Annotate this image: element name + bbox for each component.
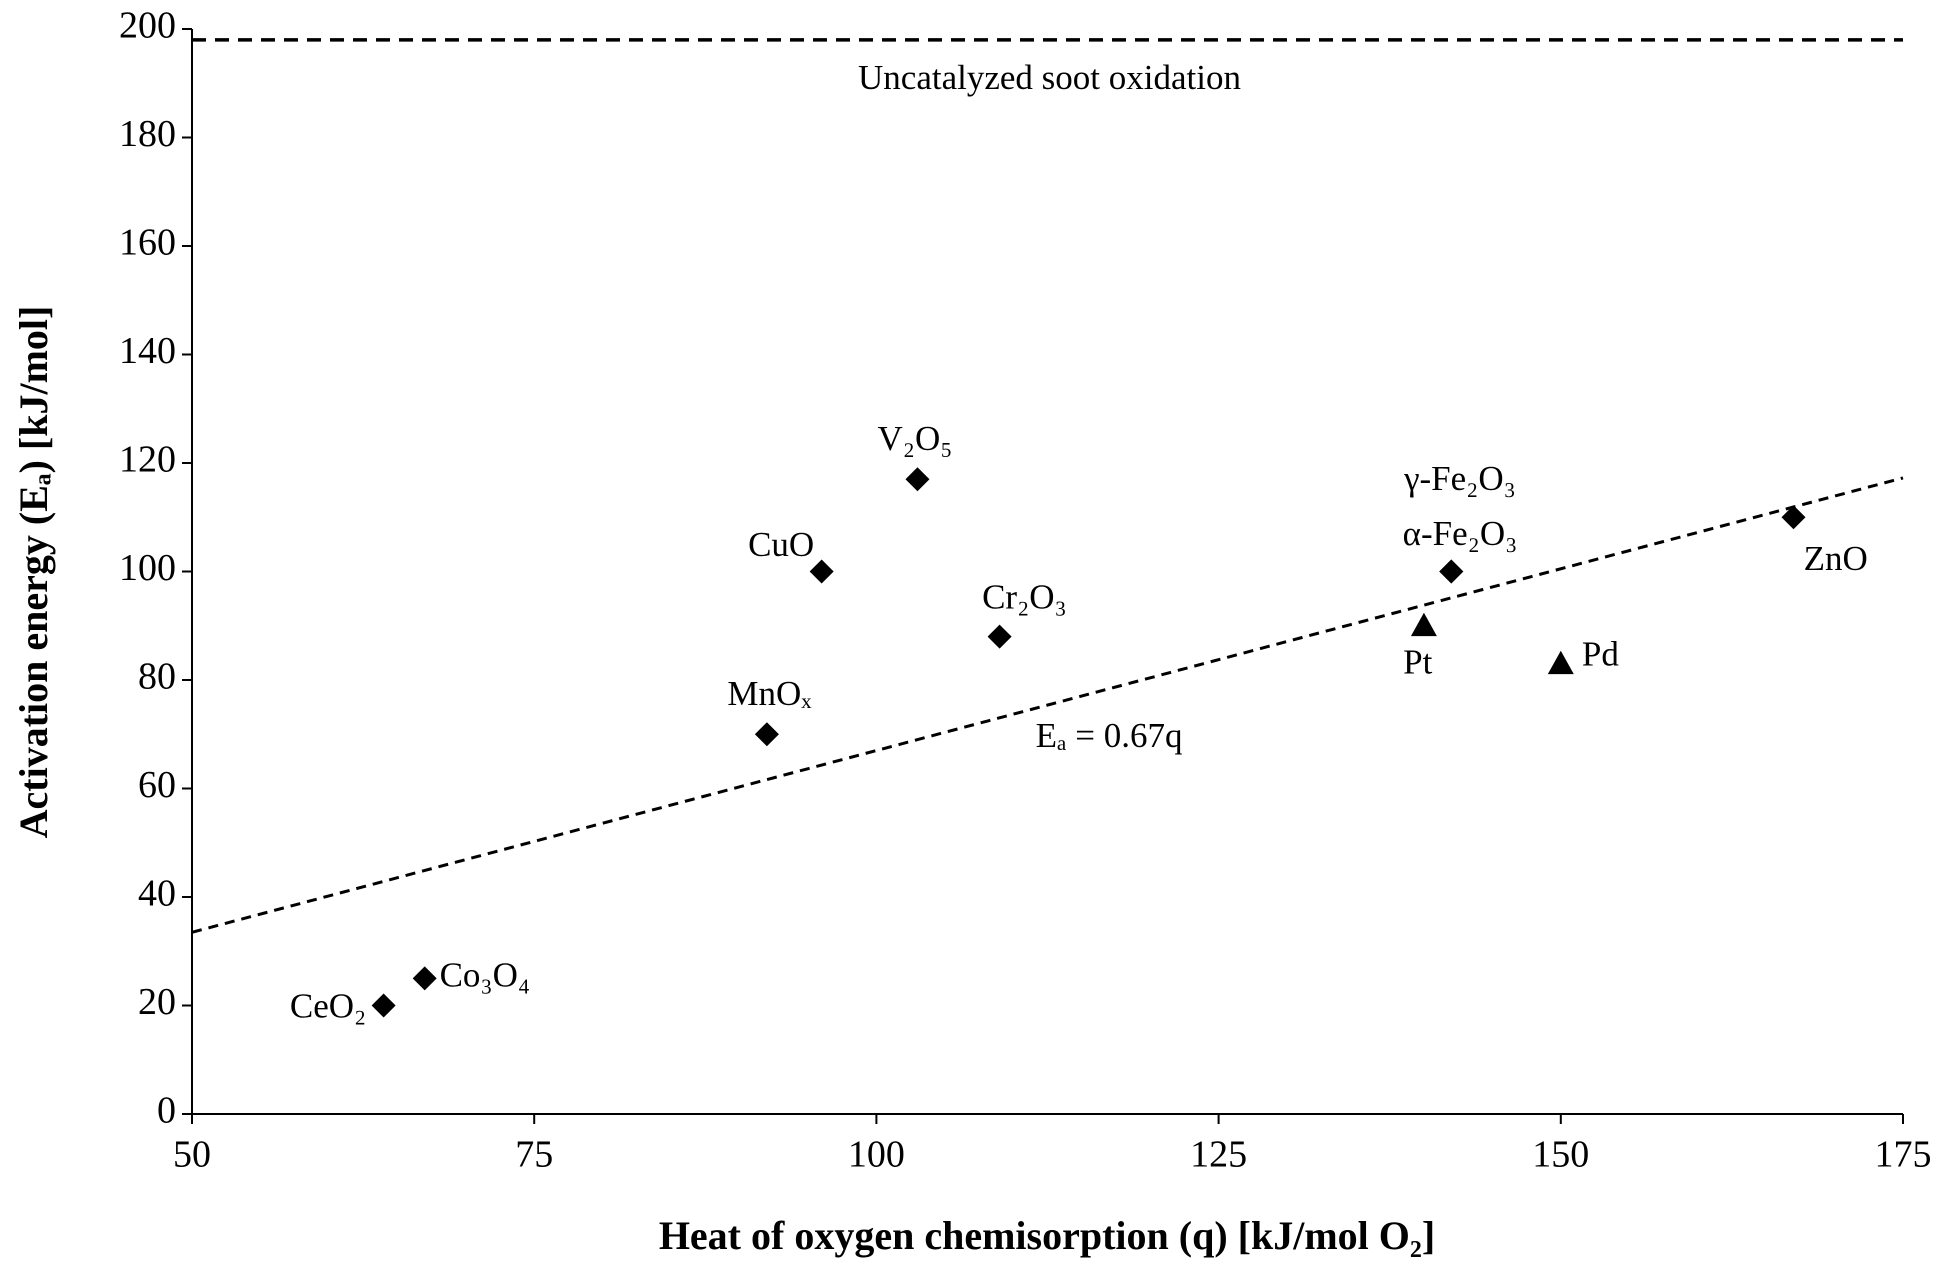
trend-label: Eₐ = 0.67q xyxy=(1036,716,1183,755)
point-label: MnOₓ xyxy=(727,674,812,713)
reference-label: Uncatalyzed soot oxidation xyxy=(858,58,1241,97)
x-tick-label: 175 xyxy=(1875,1134,1932,1176)
y-tick-label: 20 xyxy=(138,981,176,1023)
point-label: Cr₂O₃ xyxy=(982,578,1067,617)
y-tick-label: 200 xyxy=(119,5,176,47)
point-label: Pt xyxy=(1403,642,1432,681)
y-tick-label: 0 xyxy=(157,1090,176,1132)
y-tick-label: 160 xyxy=(119,222,176,264)
point-label: V₂O₅ xyxy=(877,419,952,458)
x-tick-label: 50 xyxy=(173,1134,211,1176)
point-label: Pd xyxy=(1582,635,1619,674)
point-label: CeO₂ xyxy=(290,986,366,1025)
point-label: ZnO xyxy=(1804,539,1868,578)
x-tick-label: 75 xyxy=(515,1134,553,1176)
point xyxy=(1410,612,1437,637)
point xyxy=(754,722,779,747)
x-axis-title: Heat of oxygen chemisorption (q) [kJ/mol… xyxy=(659,1213,1435,1258)
point xyxy=(1781,505,1806,530)
y-tick-label: 140 xyxy=(119,330,176,372)
y-tick-label: 60 xyxy=(138,764,176,806)
point-label: γ-Fe₂O₃ xyxy=(1403,459,1516,498)
y-tick-label: 40 xyxy=(138,873,176,915)
y-tick-label: 180 xyxy=(119,113,176,155)
y-axis-title: Activation energy (Eₐ) [kJ/mol] xyxy=(11,306,56,839)
point xyxy=(905,467,930,492)
x-tick-label: 125 xyxy=(1190,1134,1247,1176)
point xyxy=(371,993,396,1018)
point-label: Co₃O₄ xyxy=(440,955,531,994)
y-tick-label: 100 xyxy=(119,547,176,589)
x-tick-label: 150 xyxy=(1532,1134,1589,1176)
point xyxy=(1439,559,1464,584)
point xyxy=(1547,650,1574,675)
trend-line xyxy=(191,476,1904,934)
point-label: α-Fe₂O₃ xyxy=(1403,514,1518,553)
point xyxy=(987,624,1012,649)
y-tick-label: 120 xyxy=(119,439,176,481)
x-tick-label: 100 xyxy=(848,1134,905,1176)
y-tick-label: 80 xyxy=(138,656,176,698)
point xyxy=(412,966,437,991)
point xyxy=(809,559,834,584)
point-label: CuO xyxy=(748,525,814,564)
